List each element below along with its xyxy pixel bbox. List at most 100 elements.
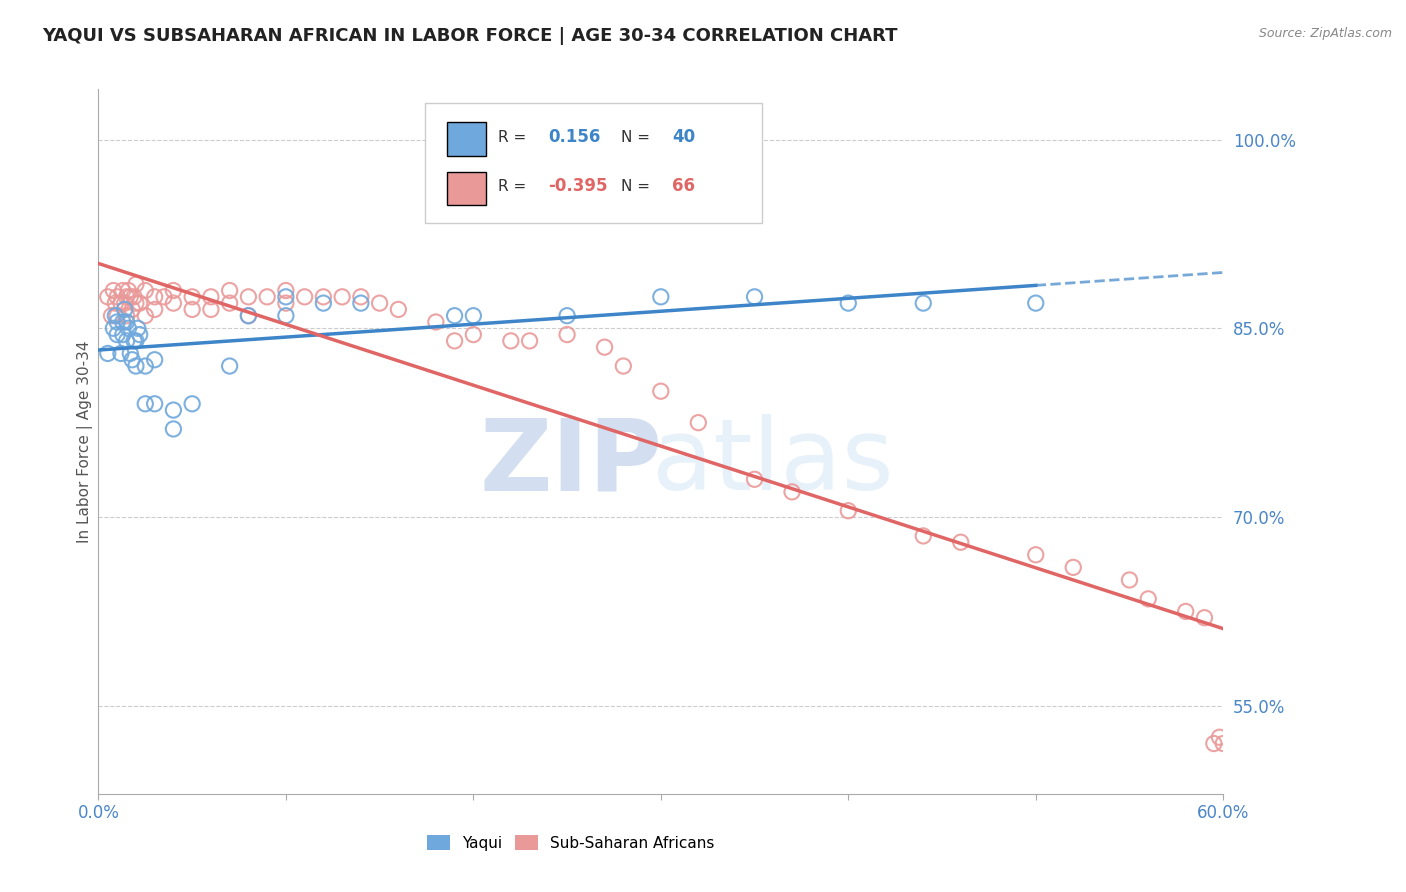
Point — [744, 472, 766, 486]
Point — [443, 334, 465, 348]
Point — [1062, 560, 1084, 574]
Point — [274, 296, 297, 310]
Point — [120, 346, 142, 360]
Point — [200, 290, 222, 304]
Point — [443, 309, 465, 323]
Point — [121, 352, 143, 367]
Point — [103, 284, 125, 298]
Point — [105, 309, 128, 323]
Point — [463, 309, 485, 323]
Point — [122, 334, 145, 348]
Point — [115, 309, 138, 323]
Point — [114, 302, 136, 317]
Point — [274, 284, 297, 298]
Point — [162, 284, 184, 298]
Point — [238, 309, 260, 323]
Point — [593, 340, 616, 354]
Point — [181, 290, 204, 304]
Point — [238, 309, 260, 323]
Point — [837, 504, 859, 518]
Point — [104, 309, 127, 323]
Point — [218, 359, 240, 373]
Point — [121, 302, 143, 317]
Point — [780, 484, 803, 499]
Point — [143, 302, 166, 317]
Text: atlas: atlas — [652, 414, 894, 511]
Point — [97, 290, 120, 304]
Point — [555, 327, 578, 342]
Point — [612, 359, 634, 373]
Point — [143, 397, 166, 411]
Text: 66: 66 — [672, 178, 695, 195]
Point — [256, 290, 278, 304]
Point — [143, 290, 166, 304]
Point — [425, 315, 447, 329]
Point — [1212, 737, 1234, 751]
Point — [103, 321, 125, 335]
FancyBboxPatch shape — [447, 171, 486, 205]
Point — [688, 416, 710, 430]
Point — [105, 327, 128, 342]
Text: YAQUI VS SUBSAHARAN AFRICAN IN LABOR FORCE | AGE 30-34 CORRELATION CHART: YAQUI VS SUBSAHARAN AFRICAN IN LABOR FOR… — [42, 27, 897, 45]
Point — [912, 296, 935, 310]
Point — [125, 359, 148, 373]
Point — [128, 327, 150, 342]
Point — [125, 334, 148, 348]
Point — [274, 290, 297, 304]
Point — [499, 334, 522, 348]
Point — [111, 284, 134, 298]
Point — [350, 290, 373, 304]
Point — [153, 290, 176, 304]
Point — [200, 302, 222, 317]
Point — [162, 403, 184, 417]
Point — [312, 296, 335, 310]
Point — [162, 422, 184, 436]
Point — [122, 290, 145, 304]
Text: R =: R = — [498, 129, 531, 145]
Point — [837, 296, 859, 310]
Point — [274, 309, 297, 323]
Point — [115, 334, 138, 348]
Point — [125, 277, 148, 292]
Point — [120, 290, 142, 304]
Point — [1194, 611, 1216, 625]
Point — [143, 352, 166, 367]
Point — [128, 296, 150, 310]
Point — [330, 290, 353, 304]
Legend: Yaqui, Sub-Saharan Africans: Yaqui, Sub-Saharan Africans — [422, 829, 720, 856]
Point — [134, 397, 156, 411]
Point — [181, 397, 204, 411]
Point — [368, 296, 391, 310]
Point — [1118, 573, 1140, 587]
Point — [387, 302, 409, 317]
Point — [218, 284, 240, 298]
Point — [105, 315, 128, 329]
Point — [104, 296, 127, 310]
Point — [134, 359, 156, 373]
Point — [110, 296, 132, 310]
Point — [463, 327, 485, 342]
Point — [114, 296, 136, 310]
Point — [181, 302, 204, 317]
Point — [111, 315, 134, 329]
FancyBboxPatch shape — [447, 122, 486, 156]
Point — [519, 334, 541, 348]
Text: 40: 40 — [672, 128, 695, 146]
Point — [162, 296, 184, 310]
Text: -0.395: -0.395 — [548, 178, 607, 195]
Point — [312, 290, 335, 304]
Point — [111, 327, 134, 342]
Point — [115, 290, 138, 304]
Point — [127, 321, 149, 335]
Text: R =: R = — [498, 179, 531, 194]
Point — [294, 290, 316, 304]
Point — [117, 284, 139, 298]
Point — [218, 296, 240, 310]
Point — [949, 535, 972, 549]
Point — [134, 309, 156, 323]
Text: Source: ZipAtlas.com: Source: ZipAtlas.com — [1258, 27, 1392, 40]
Point — [1025, 296, 1047, 310]
Point — [912, 529, 935, 543]
Point — [115, 315, 138, 329]
Point — [1137, 591, 1160, 606]
